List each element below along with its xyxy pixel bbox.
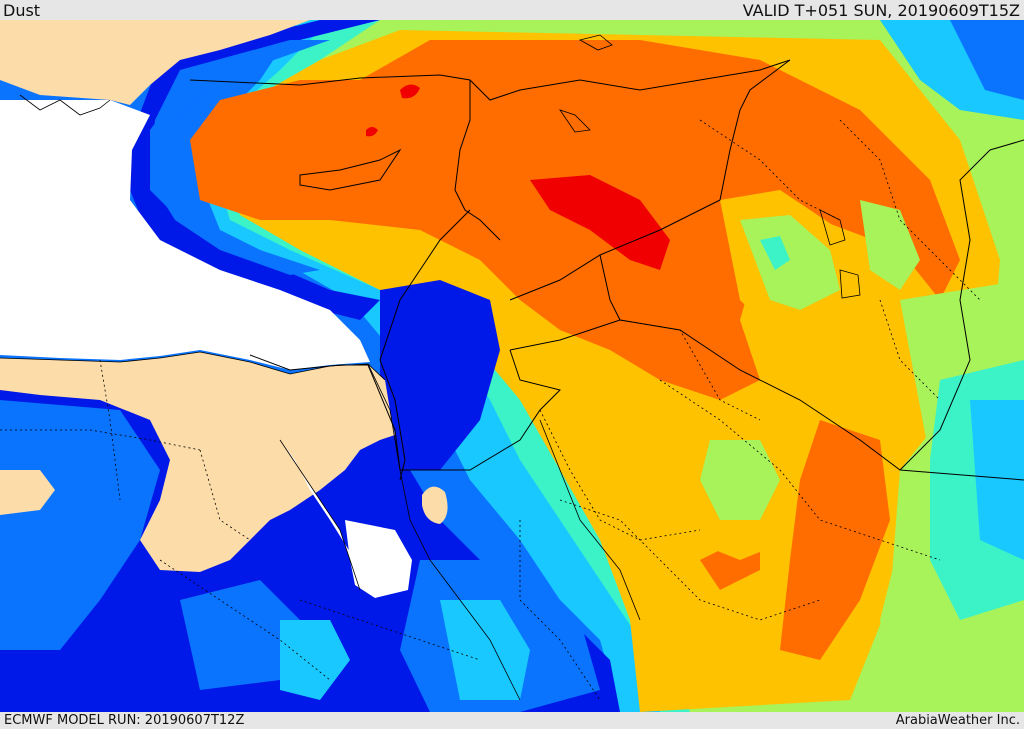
- field-mid-blue-northwest: [150, 40, 330, 275]
- mediterranean-sea: [0, 100, 370, 370]
- model-run-label: ECMWF MODEL RUN: 20190607T12Z: [4, 713, 245, 728]
- field-green-inner-2: [860, 200, 920, 290]
- field-mid-blue-sudan: [180, 580, 300, 690]
- field-orange-south: [780, 420, 890, 660]
- field-blue-northwest: [130, 20, 380, 320]
- field-red-spot-1: [400, 84, 420, 99]
- dust-forecast-map: [0, 20, 1024, 712]
- land-turkey-west: [0, 20, 310, 105]
- land-egypt: [0, 352, 395, 572]
- field-green-inner-1: [740, 215, 840, 310]
- field-blue-levant: [380, 280, 500, 470]
- field-teal-inner-1: [760, 236, 790, 270]
- internal-borders: [0, 119, 981, 701]
- field-green-mid: [700, 440, 780, 520]
- credit-label: ArabiaWeather Inc.: [895, 713, 1020, 728]
- field-cyan-sudan: [280, 620, 350, 700]
- map-footer: ECMWF MODEL RUN: 20190607T12Z ArabiaWeat…: [0, 712, 1024, 729]
- field-mid-blue-west: [0, 400, 160, 650]
- field-blue-northeast: [950, 20, 1024, 100]
- product-title: Dust: [3, 1, 41, 20]
- valid-time-label: VALID T+051 SUN, 20190609T15Z: [742, 1, 1020, 20]
- field-red-core: [530, 175, 670, 270]
- map-header: Dust VALID T+051 SUN, 20190609T15Z: [0, 0, 1024, 20]
- field-cyan-gulf: [970, 400, 1024, 560]
- land-egypt-west-lobe: [0, 470, 55, 515]
- map-canvas: [0, 20, 1024, 712]
- coastlines: [0, 34, 861, 701]
- land-sinai-isle: [422, 486, 448, 524]
- red-sea-south: [345, 520, 412, 598]
- field-red-spot-2: [366, 127, 378, 137]
